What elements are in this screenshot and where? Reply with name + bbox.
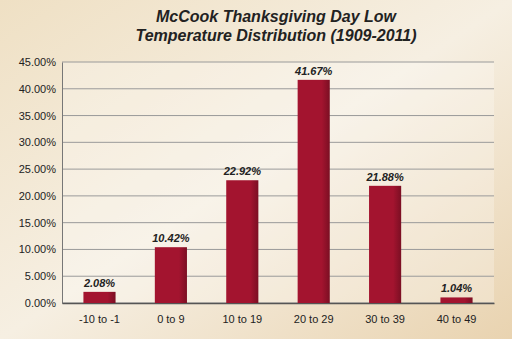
grid-line [62,169,494,170]
x-tick-label: 30 to 39 [365,313,405,325]
bars [83,80,472,303]
y-tick: 40.00% [19,83,62,95]
x-tick: 30 to 39 [365,303,405,325]
grid-line [62,276,494,277]
bar [226,180,258,303]
bar [83,292,115,303]
x-tick-label: 0 to 9 [157,313,185,325]
y-tick-label: 5.00% [25,270,56,282]
data-label: 2.08% [83,277,115,289]
bar [155,247,187,303]
plot-area [62,62,494,303]
x-tick: 40 to 49 [437,303,477,325]
grid-line [62,195,494,196]
background [0,0,512,339]
bar [298,80,330,303]
title: McCook Thanksgiving Day Low Temperature D… [136,8,417,44]
y-tick-label: 15.00% [19,217,57,229]
y-tick-label: 0.00% [25,297,56,309]
y-tick: 10.00% [19,243,62,255]
y-tick-label: 45.00% [19,56,57,68]
x-tick: 0 to 9 [157,303,185,325]
grid-line [62,115,494,116]
x-tick-label: 20 to 29 [294,313,334,325]
x-tick-label: 40 to 49 [437,313,477,325]
grid-line [62,303,494,304]
x-tick: 10 to 19 [222,303,262,325]
y-tick-label: 10.00% [19,243,57,255]
y-axis-line [62,63,63,304]
grid-line [62,249,494,250]
y-tick: 25.00% [19,163,62,175]
plot: 0.00% 5.00% 10.00% 15.00% 20.00% 25.00% 30.00%… [19,56,495,325]
bar [369,186,401,303]
grid-line [62,62,494,63]
y-tick-label: 25.00% [19,163,57,175]
y-tick-label: 35.00% [19,110,57,122]
title-line: Temperature Distribution (1909-2011) [136,27,417,44]
y-tick: 20.00% [19,190,62,202]
y-tick: 45.00% [19,56,62,68]
grid-line [62,88,494,89]
grid [62,62,494,303]
data-label: 10.42% [152,232,190,244]
x-tick-label: -10 to -1 [79,313,120,325]
chart: McCook Thanksgiving Day Low Temperature D… [0,0,512,339]
x-axis-line [63,303,495,305]
y-tick-label: 30.00% [19,136,57,148]
y-tick: 15.00% [19,217,62,229]
bar [440,297,472,303]
data-label: 1.04% [441,282,472,294]
x-tick: -10 to -1 [79,303,120,325]
title-line: McCook Thanksgiving Day Low [156,8,398,25]
y-tick-label: 40.00% [19,83,57,95]
data-label: 22.92% [223,165,262,177]
data-label: 41.67% [294,65,333,77]
y-tick: 5.00% [25,270,62,282]
y-axis: 0.00% 5.00% 10.00% 15.00% 20.00% 25.00% 30.00%… [19,56,63,309]
x-tick: 20 to 29 [294,303,334,325]
y-tick: 30.00% [19,136,62,148]
x-tick-label: 10 to 19 [222,313,262,325]
x-axis: -10 to -1 0 to 9 10 to 19 20 to 29 30 to 39 4… [63,303,495,325]
grid-line [62,222,494,223]
data-label: 21.88% [365,171,404,183]
y-tick: 35.00% [19,110,62,122]
data-labels: 2.08% 10.42% 22.92% 41.67% 21.88% 1.04% [83,65,472,295]
grid-line [62,142,494,143]
y-tick: 0.00% [25,297,62,309]
y-tick-label: 20.00% [19,190,57,202]
